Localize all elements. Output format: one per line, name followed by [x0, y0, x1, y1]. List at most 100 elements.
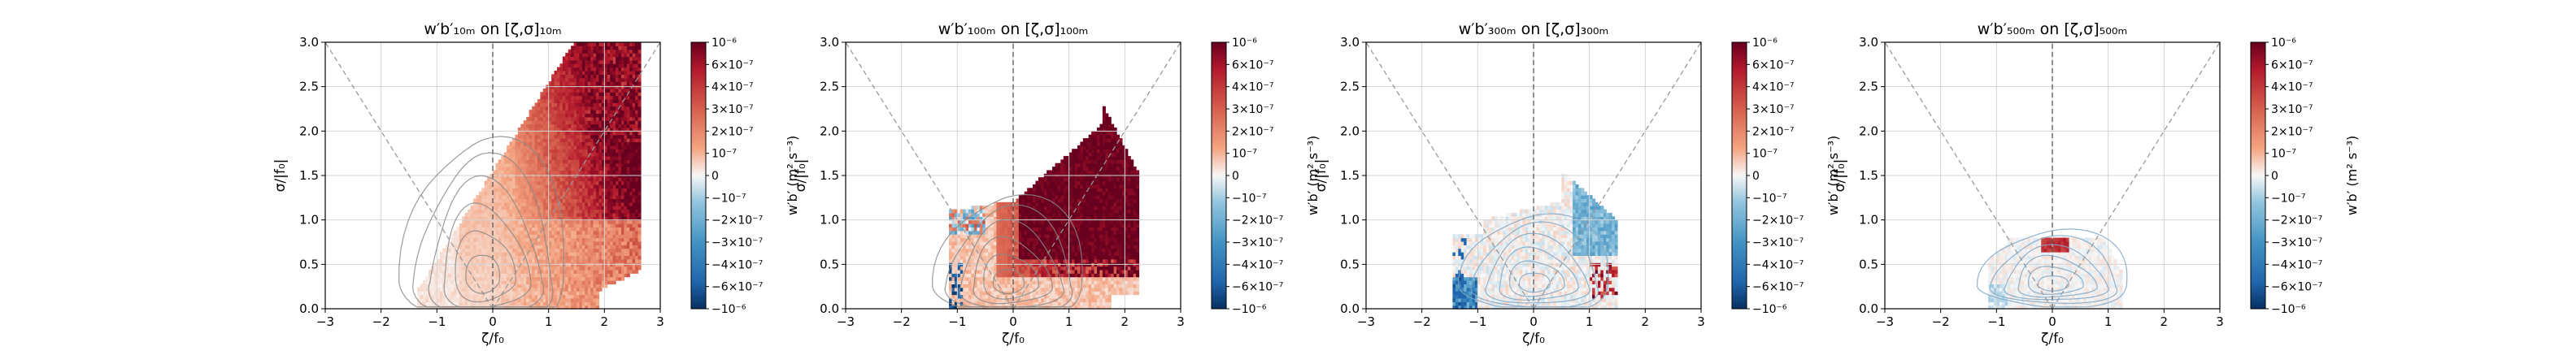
heatmap-cell [1018, 202, 1022, 206]
heatmap-cell [598, 42, 603, 46]
heatmap-cell [973, 287, 977, 292]
heatmap-cell [607, 127, 611, 132]
heatmap-cell [568, 234, 572, 239]
heatmap-cell [573, 276, 577, 281]
heatmap-cell [515, 287, 519, 292]
heatmap-cell [596, 219, 600, 224]
heatmap-cell [487, 216, 491, 221]
heatmap-cell [501, 216, 505, 221]
heatmap-cell [493, 184, 497, 188]
heatmap-cell [977, 245, 981, 249]
heatmap-cell [556, 240, 560, 245]
heatmap-cell [526, 219, 530, 224]
heatmap-cell [598, 162, 603, 167]
heatmap-cell [556, 184, 560, 188]
heatmap-cell [965, 266, 969, 271]
heatmap-cell [437, 280, 441, 284]
heatmap-cell [1007, 291, 1012, 296]
heatmap-cell [632, 49, 636, 54]
heatmap-cell [556, 127, 560, 132]
heatmap-cell [585, 145, 589, 150]
heatmap-cell [548, 138, 552, 143]
heatmap-cell [626, 266, 630, 271]
heatmap-cell [587, 294, 591, 299]
heatmap-cell [453, 240, 457, 245]
heatmap-cell [568, 95, 572, 100]
heatmap-cell [610, 120, 614, 125]
heatmap-cell [540, 227, 544, 232]
heatmap-cell [585, 167, 589, 171]
heatmap-cell [604, 223, 608, 228]
heatmap-cell [607, 149, 611, 154]
heatmap-cell [573, 240, 577, 245]
heatmap-cell [529, 219, 533, 224]
heatmap-cell [548, 195, 552, 200]
heatmap-cell [537, 219, 541, 224]
heatmap-cell [520, 287, 524, 292]
heatmap-cell [512, 212, 516, 217]
heatmap-cell [612, 42, 616, 46]
heatmap-cell [979, 206, 983, 210]
heatmap-cell [556, 216, 560, 221]
heatmap-cell [620, 255, 624, 260]
heatmap-cell [1010, 276, 1014, 281]
heatmap-cell [509, 152, 513, 157]
heatmap-cell [1024, 240, 1028, 245]
heatmap-cell [512, 230, 516, 235]
heatmap-cell [579, 245, 583, 249]
heatmap-cell [556, 177, 560, 182]
heatmap-cell [977, 216, 981, 221]
heatmap-cell [612, 245, 616, 249]
heatmap-cell [585, 202, 589, 206]
heatmap-cell [581, 198, 585, 203]
heatmap-cell [540, 162, 544, 167]
heatmap-cell [573, 170, 577, 175]
heatmap-cell [585, 284, 589, 288]
heatmap-cell [562, 202, 566, 206]
heatmap-cell [581, 102, 585, 107]
heatmap-cell [624, 255, 628, 260]
heatmap-cell [632, 70, 636, 75]
heatmap-cell [554, 162, 558, 167]
heatmap-cell [1018, 266, 1022, 271]
heatmap-cell [515, 209, 519, 214]
heatmap-cell [548, 297, 552, 302]
heatmap-cell [472, 240, 476, 245]
heatmap-cell [593, 280, 597, 284]
heatmap-cell [470, 284, 474, 288]
heatmap-cell [456, 237, 460, 242]
heatmap-cell [448, 273, 452, 278]
heatmap-cell [579, 248, 583, 253]
heatmap-cell [534, 106, 538, 110]
heatmap-cell [977, 276, 981, 281]
heatmap-cell [577, 237, 581, 242]
heatmap-cell [509, 273, 513, 278]
heatmap-cell [493, 266, 497, 271]
heatmap-cell [487, 209, 491, 214]
heatmap-cell [1004, 266, 1008, 271]
heatmap-cell [512, 184, 516, 188]
heatmap-cell [551, 276, 555, 281]
heatmap-cell [610, 195, 614, 200]
heatmap-cell [573, 124, 577, 128]
heatmap-cell [1038, 227, 1042, 232]
heatmap-cell [442, 255, 446, 260]
heatmap-cell [542, 155, 546, 160]
heatmap-cell [581, 294, 585, 299]
heatmap-cell [587, 98, 591, 103]
heatmap-cell [620, 237, 624, 242]
heatmap-cell [501, 223, 505, 228]
heatmap-cell [484, 227, 488, 232]
heatmap-cell [562, 287, 566, 292]
heatmap-cell [629, 198, 633, 203]
heatmap-cell [464, 230, 468, 235]
heatmap-cell [973, 209, 977, 214]
heatmap-cell [501, 273, 505, 278]
heatmap-cell [601, 184, 605, 188]
heatmap-cell [523, 127, 527, 132]
heatmap-cell [501, 170, 505, 175]
heatmap-cell [988, 297, 992, 302]
heatmap-cell [620, 159, 624, 164]
heatmap-cell [632, 145, 636, 150]
heatmap-cell [559, 134, 564, 139]
